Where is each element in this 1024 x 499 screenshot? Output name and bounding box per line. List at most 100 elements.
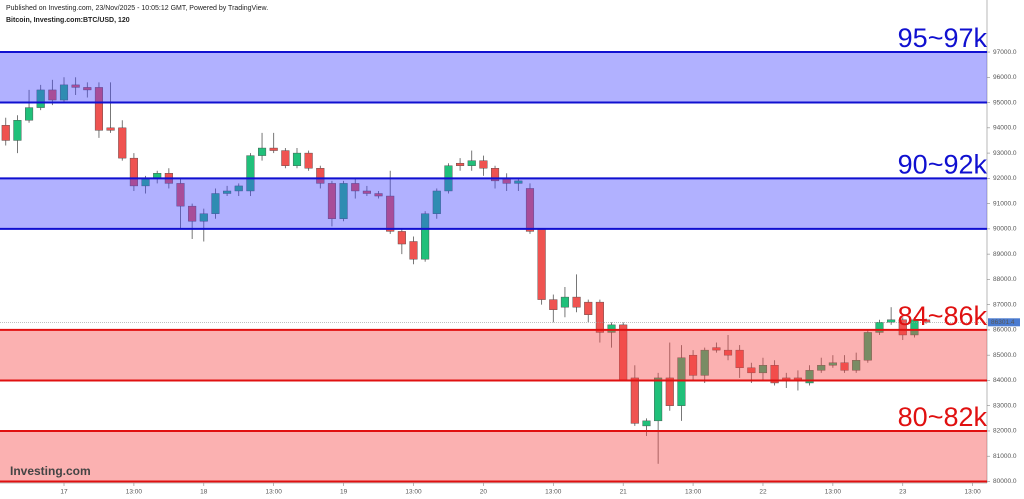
candle-body	[246, 155, 255, 192]
y-tick-label: 94000.0	[993, 125, 1017, 132]
x-tick-label: 13:00	[825, 489, 842, 496]
x-tick-label: 13:00	[405, 489, 422, 496]
y-tick-label: 84000.0	[993, 377, 1017, 384]
candle-body	[490, 168, 500, 182]
y-tick-label: 92000.0	[993, 175, 1017, 182]
candle-body	[234, 185, 243, 192]
candle-body	[758, 365, 768, 374]
candle-body	[817, 365, 826, 371]
band-label: 84~86k	[898, 301, 988, 331]
candle-body	[689, 354, 698, 376]
candle-body	[595, 301, 604, 333]
y-tick-label: 88000.0	[993, 276, 1017, 283]
x-tick-label: 13:00	[126, 489, 143, 496]
last-price-box	[988, 318, 1020, 327]
candle-body	[71, 84, 80, 88]
candle-body	[665, 377, 674, 406]
x-tick-label: 23	[899, 489, 907, 496]
candle-body	[910, 319, 919, 336]
last-price-label: 86301.4	[991, 319, 1015, 326]
candle-body	[292, 152, 302, 166]
y-tick-label: 87000.0	[993, 301, 1017, 308]
candle-body	[83, 87, 92, 91]
candle-body	[700, 349, 709, 376]
candle-body	[118, 127, 127, 159]
x-tick-label: 22	[759, 489, 767, 496]
candle-body	[106, 127, 115, 131]
candle-body	[374, 193, 383, 197]
y-tick-label: 86000.0	[993, 327, 1017, 334]
published-note: Published on Investing.com, 23/Nov/2025 …	[6, 5, 268, 12]
candle-body	[327, 183, 336, 219]
x-tick-label: 20	[480, 489, 488, 496]
candle-body	[654, 377, 663, 422]
candle-body	[677, 357, 686, 406]
candle-body	[898, 319, 907, 336]
candle-body	[584, 301, 593, 315]
price-band	[0, 329, 987, 381]
y-tick-label: 81000.0	[993, 453, 1017, 460]
candle-body	[572, 296, 581, 308]
candle-body	[211, 193, 220, 214]
y-tick-label: 93000.0	[993, 150, 1017, 157]
y-tick-label: 85000.0	[993, 352, 1017, 359]
candle-body	[281, 150, 290, 166]
candle-body	[642, 420, 651, 427]
y-tick-label: 89000.0	[993, 251, 1017, 258]
candle-body	[59, 84, 69, 101]
candle-body	[840, 362, 849, 371]
candle-body	[432, 190, 441, 214]
candle-body	[269, 147, 278, 151]
candle-body	[560, 296, 569, 308]
candle-body	[828, 362, 837, 366]
logo: Investing.com	[10, 464, 91, 478]
x-tick-label: 17	[60, 489, 68, 496]
candle-body	[362, 190, 371, 194]
candle-body	[316, 168, 325, 184]
candle-body	[537, 228, 546, 300]
symbol-title: Bitcoin, Investing.com:BTC/USD, 120	[6, 17, 130, 24]
price-band	[0, 178, 987, 229]
candle-body	[549, 299, 558, 310]
candle-body	[129, 157, 138, 187]
candle-body	[525, 188, 535, 232]
candle-body	[199, 213, 208, 222]
candle-body	[467, 160, 476, 166]
y-tick-label: 95000.0	[993, 99, 1017, 106]
x-tick-label: 19	[340, 489, 348, 496]
candle-body	[887, 319, 896, 323]
candle-body	[94, 87, 103, 131]
candle-body	[258, 147, 267, 156]
x-tick-label: 13:00	[545, 489, 562, 496]
candle-body	[805, 370, 814, 384]
x-tick-label: 13:00	[685, 489, 702, 496]
candle-body	[479, 160, 488, 169]
y-tick-label: 90000.0	[993, 226, 1017, 233]
y-tick-label: 96000.0	[993, 74, 1017, 81]
candle-body	[607, 324, 616, 333]
candle-body	[514, 180, 523, 184]
candle-body	[863, 332, 872, 361]
candle-body	[421, 213, 430, 260]
candle-body	[25, 107, 34, 121]
candle-body	[770, 365, 779, 384]
band-label: 80~82k	[898, 402, 988, 432]
candle-body	[735, 349, 744, 369]
candle-body	[223, 190, 232, 194]
candle-body	[409, 241, 418, 260]
candle-body	[351, 183, 360, 192]
x-tick-label: 21	[620, 489, 628, 496]
candle-body	[747, 367, 756, 374]
y-tick-label: 97000.0	[993, 49, 1017, 56]
price-band	[0, 430, 987, 482]
y-tick-label: 80000.0	[993, 478, 1017, 485]
candle-body	[36, 89, 45, 108]
candle-body	[723, 349, 733, 356]
candle-body	[852, 360, 861, 371]
y-tick-label: 83000.0	[993, 402, 1017, 409]
x-tick-label: 18	[200, 489, 208, 496]
candle-body	[48, 89, 57, 101]
candle-body	[188, 205, 197, 222]
candle-body	[630, 377, 639, 424]
